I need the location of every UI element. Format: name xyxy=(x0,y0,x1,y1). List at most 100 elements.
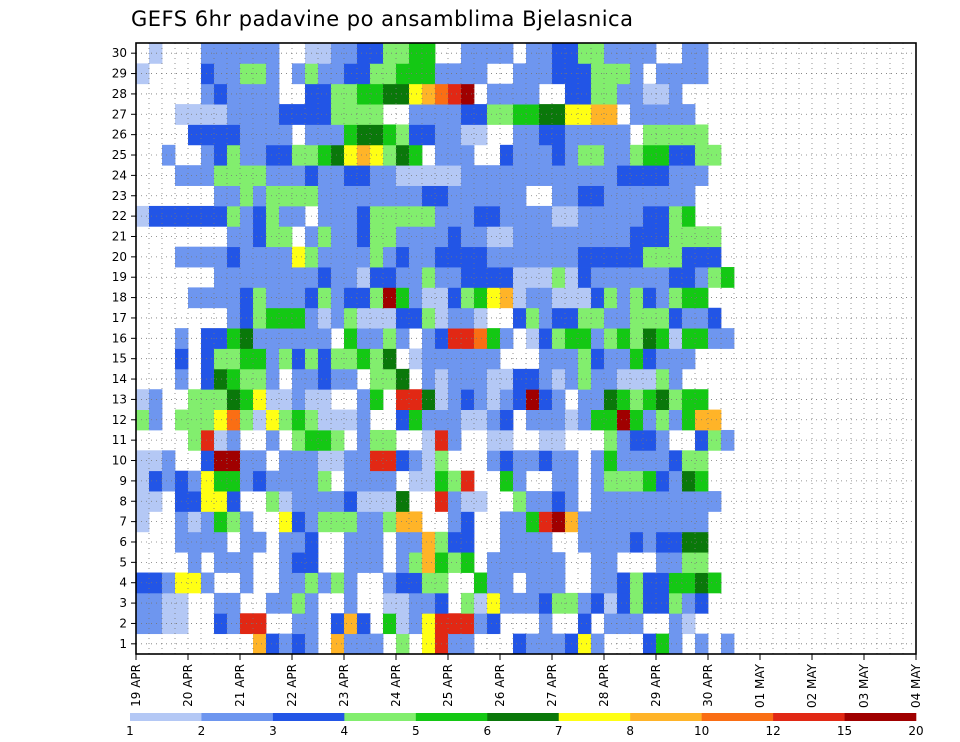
colorbar-label: 7 xyxy=(555,724,563,738)
heatmap-cell xyxy=(279,450,293,472)
heatmap-cell xyxy=(461,552,475,573)
heatmap-cell xyxy=(526,63,540,85)
heatmap-cell xyxy=(552,491,566,512)
heatmap-cell xyxy=(578,307,592,329)
heatmap-cell xyxy=(682,63,696,85)
heatmap-cell xyxy=(617,491,631,512)
heatmap-cell xyxy=(513,165,527,186)
heatmap-cell xyxy=(539,633,553,655)
heatmap-cell xyxy=(526,226,540,248)
heatmap-cell xyxy=(149,592,163,614)
heatmap-cell xyxy=(552,104,566,125)
heatmap-cell xyxy=(643,165,657,186)
y-tick-label: 15 xyxy=(112,352,127,366)
heatmap-cell xyxy=(383,348,397,370)
heatmap-cell xyxy=(344,348,358,370)
heatmap-cell xyxy=(318,470,332,492)
heatmap-cell xyxy=(292,572,306,594)
colorbar-segment xyxy=(272,713,345,721)
heatmap-cell xyxy=(643,144,657,166)
heatmap-cell xyxy=(487,409,501,431)
heatmap-cell xyxy=(617,613,631,635)
heatmap-cell xyxy=(266,368,280,390)
heatmap-cell xyxy=(292,165,306,186)
heatmap-cell xyxy=(383,491,397,512)
heatmap-cell xyxy=(578,144,592,166)
heatmap-cell xyxy=(344,633,358,655)
heatmap-cell xyxy=(461,104,475,125)
heatmap-cell xyxy=(513,307,527,329)
y-tick-label: 25 xyxy=(112,148,127,162)
heatmap-cell xyxy=(617,43,631,64)
heatmap-cell xyxy=(279,592,293,614)
heatmap-cell xyxy=(474,43,488,64)
heatmap-cell xyxy=(344,104,358,125)
heatmap-cell xyxy=(552,348,566,370)
heatmap-cell xyxy=(279,267,293,288)
heatmap-cell xyxy=(682,328,696,349)
heatmap-cell xyxy=(448,389,462,410)
heatmap-cell xyxy=(526,83,540,105)
heatmap-cell xyxy=(552,287,566,309)
heatmap-cell xyxy=(656,429,670,451)
heatmap-cell xyxy=(266,592,280,614)
heatmap-cell xyxy=(682,287,696,309)
heatmap-cell xyxy=(422,348,436,370)
x-tick-label: 27 APR xyxy=(545,664,559,707)
heatmap-cell xyxy=(201,104,215,125)
heatmap-cell xyxy=(292,491,306,512)
heatmap-cell xyxy=(669,267,683,288)
y-tick-label: 4 xyxy=(119,576,127,590)
heatmap-cell xyxy=(552,572,566,594)
heatmap-cell xyxy=(539,267,553,288)
heatmap-cell xyxy=(539,409,553,431)
heatmap-cell xyxy=(279,185,293,207)
heatmap-cell xyxy=(604,226,618,248)
heatmap-cell xyxy=(643,83,657,105)
heatmap-cell xyxy=(292,409,306,431)
heatmap-cell xyxy=(526,287,540,309)
heatmap-cell xyxy=(383,511,397,533)
heatmap-cell xyxy=(448,205,462,227)
heatmap-cell xyxy=(539,165,553,186)
heatmap-cell xyxy=(357,328,371,349)
heatmap-cell xyxy=(591,491,605,512)
heatmap-cell xyxy=(604,185,618,207)
heatmap-cell xyxy=(396,572,410,594)
y-tick-label: 27 xyxy=(112,107,127,121)
heatmap-cell xyxy=(669,450,683,472)
heatmap-cell xyxy=(604,328,618,349)
heatmap-cell xyxy=(526,633,540,655)
heatmap-cell xyxy=(669,124,683,146)
heatmap-cell xyxy=(682,470,696,492)
heatmap-cell xyxy=(513,246,527,268)
heatmap-cell xyxy=(318,429,332,451)
heatmap-cell xyxy=(357,348,371,370)
colorbar-segment xyxy=(630,713,702,721)
heatmap-cell xyxy=(409,226,423,248)
heatmap-cell xyxy=(669,246,683,268)
heatmap-cell xyxy=(578,511,592,533)
heatmap-cell xyxy=(344,246,358,268)
heatmap-cell xyxy=(331,43,345,64)
heatmap-cell xyxy=(422,409,436,431)
heatmap-cell xyxy=(344,226,358,248)
heatmap-cell xyxy=(318,205,332,227)
heatmap-cell xyxy=(526,307,540,329)
heatmap-cell xyxy=(253,287,267,309)
heatmap-cell xyxy=(253,144,267,166)
heatmap-cell xyxy=(214,328,228,349)
heatmap-cell xyxy=(539,368,553,390)
heatmap-cell xyxy=(604,368,618,390)
heatmap-cell xyxy=(214,83,228,105)
heatmap-cell xyxy=(227,348,241,370)
colorbar-segment xyxy=(844,713,917,721)
heatmap-cell xyxy=(591,165,605,186)
heatmap-cell xyxy=(162,592,176,614)
heatmap-cell xyxy=(422,226,436,248)
heatmap-cell xyxy=(357,267,371,288)
x-tick-label: 30 APR xyxy=(701,664,715,707)
heatmap-cell xyxy=(643,511,657,533)
heatmap-cell xyxy=(136,491,150,512)
heatmap-cell xyxy=(383,572,397,594)
